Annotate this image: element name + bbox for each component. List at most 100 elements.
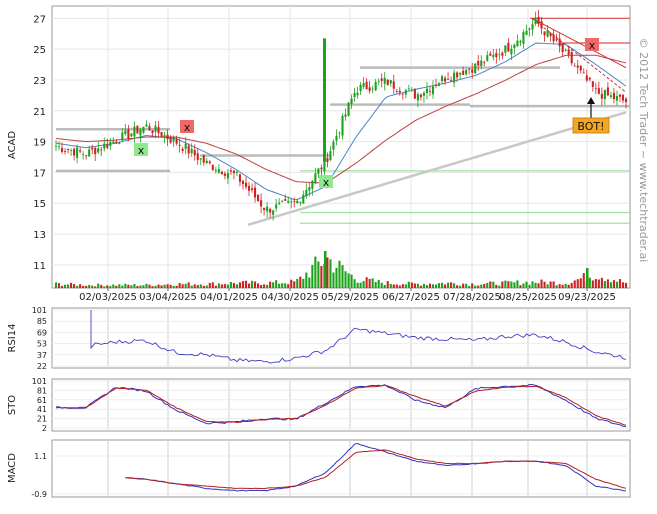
candle-body <box>419 94 422 98</box>
candle-body <box>79 150 82 152</box>
candle-body <box>561 43 564 52</box>
volume-bar <box>208 282 211 288</box>
candlestick <box>205 158 208 165</box>
candlestick <box>287 196 290 204</box>
candle-body <box>398 90 401 93</box>
volume-bar <box>79 284 82 288</box>
volume-bar <box>534 282 537 288</box>
candle-body <box>624 98 628 103</box>
volume-bar <box>124 283 127 288</box>
volume-bar <box>591 280 594 288</box>
macd-line <box>125 442 627 492</box>
candle-body <box>389 80 392 84</box>
candlestick <box>618 93 622 102</box>
candle-body <box>169 136 172 143</box>
volume-bar <box>260 285 263 288</box>
candlestick <box>528 27 531 37</box>
candle-body <box>425 88 429 93</box>
volume-bar <box>576 279 579 288</box>
candle-body <box>244 182 248 187</box>
candlestick <box>576 59 579 74</box>
volume-bar <box>85 285 88 288</box>
candle-body <box>401 93 404 95</box>
candlestick <box>483 60 486 67</box>
volume-bar <box>290 279 293 288</box>
candle-body <box>362 82 365 87</box>
volume-bar <box>510 281 513 288</box>
candle-body <box>323 157 326 172</box>
candle-body <box>91 147 94 150</box>
candlestick <box>60 142 64 154</box>
candle-body <box>142 126 145 133</box>
candle-body <box>431 86 435 95</box>
candlestick <box>311 179 314 196</box>
volume-bar <box>489 281 492 288</box>
candle-body <box>347 102 350 116</box>
volume-bar <box>501 281 504 288</box>
candlestick <box>489 51 492 56</box>
volume-bar <box>94 286 97 288</box>
uptrend-line <box>247 111 627 227</box>
macd-panel: 1.1 -0.9 MACD <box>7 439 631 499</box>
volume-bar <box>97 283 100 288</box>
candlestick <box>380 73 383 88</box>
volume-bar <box>606 279 609 288</box>
candle-body <box>317 168 320 174</box>
volume-bar <box>326 257 329 288</box>
date-x-ticks: 02/03/2025 03/04/2025 04/01/2025 04/30/2025… <box>79 288 616 303</box>
candle-body <box>100 149 103 151</box>
candle-body <box>501 52 504 56</box>
volume-bar <box>465 283 468 288</box>
volume-bar <box>519 285 522 288</box>
volume-bar <box>299 276 302 288</box>
candle-body <box>266 206 269 212</box>
candle-body <box>175 138 178 144</box>
candle-body <box>353 92 356 98</box>
volume-bar <box>546 284 549 288</box>
candlestick <box>419 93 422 101</box>
candle-body <box>440 76 444 82</box>
candlestick <box>594 82 597 95</box>
candlestick <box>531 19 534 36</box>
candle-body <box>380 78 383 81</box>
candlestick <box>91 144 94 155</box>
candle-body <box>305 189 308 197</box>
candle-body <box>422 92 425 96</box>
volume-bar <box>597 279 600 288</box>
candlestick <box>148 122 151 131</box>
candle-body <box>284 199 287 201</box>
candle-body <box>591 81 594 87</box>
candlestick <box>507 38 510 52</box>
candlestick <box>317 167 320 178</box>
candle-body <box>269 209 272 213</box>
candle-body <box>407 88 410 90</box>
volume-bar <box>588 277 591 288</box>
volume-bar <box>398 285 401 288</box>
candle-body <box>67 149 70 150</box>
volume-bar <box>567 284 570 288</box>
volume-bar <box>347 273 350 288</box>
x-tick-label: 09/23/2025 <box>558 292 616 303</box>
volume-bar <box>109 285 112 288</box>
candlestick <box>401 93 404 100</box>
candle-body <box>124 130 127 134</box>
candlestick <box>109 138 112 151</box>
candle-body <box>133 126 136 137</box>
y-tick-label: 41 <box>37 405 47 414</box>
candle-body <box>612 92 615 99</box>
volume-bar <box>275 280 278 288</box>
candlestick <box>178 138 181 153</box>
candle-body <box>296 200 299 204</box>
volume-bar <box>582 273 585 288</box>
y-tick-label: 13 <box>33 230 46 241</box>
candle-body <box>172 137 175 142</box>
volume-bar <box>163 284 166 288</box>
candlestick <box>570 48 573 66</box>
volume-bar <box>341 265 344 288</box>
volume-bar <box>287 284 290 288</box>
candlestick <box>410 87 413 92</box>
candle-body <box>600 93 603 99</box>
candle-body <box>63 151 67 153</box>
y-tick-label: 19 <box>33 138 46 149</box>
